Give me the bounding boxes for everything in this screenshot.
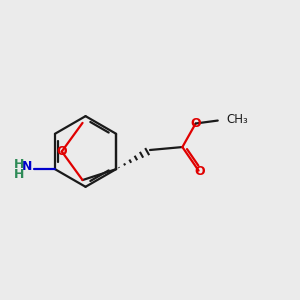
Text: O: O <box>195 165 206 178</box>
Text: N: N <box>22 160 33 173</box>
Text: O: O <box>56 145 67 158</box>
Text: O: O <box>190 117 201 130</box>
Text: CH₃: CH₃ <box>226 113 248 127</box>
Text: H: H <box>14 158 24 171</box>
Text: H: H <box>14 168 24 181</box>
